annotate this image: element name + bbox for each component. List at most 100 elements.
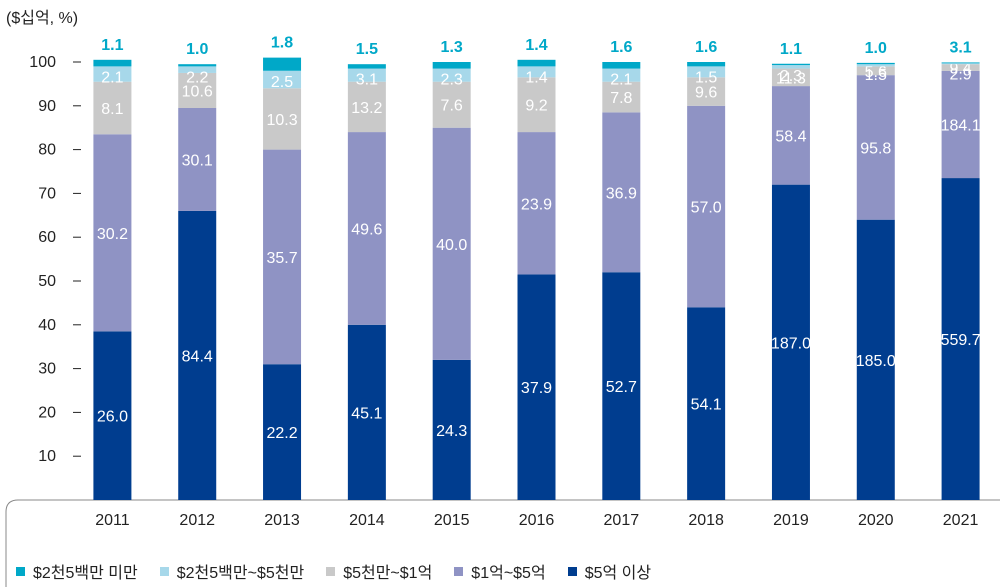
bar-segment xyxy=(178,66,217,73)
x-tick-label: 2011 xyxy=(95,512,130,529)
y-tick-label: 60 xyxy=(38,229,56,246)
unit-label: ($십억, %) xyxy=(6,10,79,27)
bar-segment xyxy=(687,307,726,500)
bar-segment xyxy=(771,63,810,66)
data-label: 84.4 xyxy=(182,348,213,365)
x-tick-label: 2020 xyxy=(858,512,894,529)
x-axis-baseline xyxy=(5,499,1000,587)
data-label: 23.9 xyxy=(521,196,552,213)
data-label: 13.2 xyxy=(351,100,382,117)
legend-label: $2천5백만~$5천만 xyxy=(176,565,305,582)
bar-segment xyxy=(347,64,386,69)
x-tick-label: 2021 xyxy=(943,512,979,529)
bar-segment xyxy=(93,81,132,135)
data-label: 54.1 xyxy=(691,397,722,414)
data-label: 40.0 xyxy=(436,237,467,254)
bar-segment xyxy=(517,66,556,78)
data-label: 1.5 xyxy=(356,41,378,58)
bar-segment xyxy=(687,62,726,67)
bar-segment xyxy=(178,210,217,501)
bar-segment xyxy=(93,66,132,82)
bar-segment xyxy=(93,134,132,332)
data-label: 1.5 xyxy=(865,67,887,84)
data-label: 24.3 xyxy=(436,423,467,440)
bar-segment xyxy=(941,178,980,500)
data-label: 10.6 xyxy=(182,83,213,100)
bar-segment xyxy=(602,81,641,113)
data-label: 35.7 xyxy=(266,250,297,267)
data-label: 7.8 xyxy=(610,90,632,107)
data-label: 37.9 xyxy=(521,380,552,397)
data-label: 3.1 xyxy=(949,39,971,56)
bar-segment xyxy=(856,62,895,65)
x-tick-label: 2012 xyxy=(179,512,215,529)
data-label: 3.1 xyxy=(356,72,378,89)
bar-segment xyxy=(771,65,810,69)
bar-segment xyxy=(432,62,471,69)
y-tick-label: 80 xyxy=(38,142,56,159)
legend-label: $2천5백만 미만 xyxy=(33,565,138,582)
legend-swatch xyxy=(16,566,25,576)
data-label: 1.4 xyxy=(525,37,547,54)
bar-segment xyxy=(687,66,726,78)
y-tick-label: 90 xyxy=(38,98,56,115)
bar-segment xyxy=(347,132,386,325)
data-label: 95.8 xyxy=(860,140,891,157)
y-tick-label: 50 xyxy=(38,273,56,290)
data-label: 559.7 xyxy=(941,332,981,349)
bar-segment xyxy=(432,359,471,500)
y-tick-label: 40 xyxy=(38,317,56,334)
data-label: 10.3 xyxy=(266,112,297,129)
bar-segment xyxy=(856,75,895,220)
x-tick-label: 2016 xyxy=(519,512,555,529)
legend-item: $1억~$5억 xyxy=(454,559,546,583)
bar-segment xyxy=(517,274,556,500)
bar-segment xyxy=(347,324,386,500)
bar-segment xyxy=(263,57,302,71)
x-tick-label: 2017 xyxy=(604,512,640,529)
y-tick-label: 70 xyxy=(38,185,56,202)
bar-segment xyxy=(432,81,471,128)
data-label: 1.1 xyxy=(101,37,123,54)
data-label: 1.8 xyxy=(271,35,293,52)
bar-segment xyxy=(856,219,895,500)
legend-item: $5천만~$1억 xyxy=(326,559,432,583)
bar-segment xyxy=(263,88,302,150)
bar-segment xyxy=(432,127,471,360)
bar-segment xyxy=(687,105,726,308)
bar-segment xyxy=(771,86,810,185)
y-tick-label: 10 xyxy=(38,448,56,465)
bar-segment xyxy=(771,68,810,87)
bar-segment xyxy=(347,81,386,133)
bar-segment xyxy=(602,62,641,69)
legend-item: $2천5백만~$5천만 xyxy=(159,559,305,583)
bar-segment xyxy=(941,62,980,64)
data-label: 7.6 xyxy=(441,98,463,115)
legend-swatch xyxy=(567,566,577,576)
x-tick-label: 2014 xyxy=(349,512,385,529)
legend-label: $5억 이상 xyxy=(584,565,652,582)
bar-segment xyxy=(602,112,641,273)
bar-segment xyxy=(941,64,980,71)
data-label: 1.0 xyxy=(865,40,887,57)
x-tick-label: 2018 xyxy=(688,512,724,529)
bar-segment xyxy=(602,68,641,82)
legend-item: $2천5백만 미만 xyxy=(16,559,138,583)
bar-segment xyxy=(856,66,895,76)
data-label: 36.9 xyxy=(606,185,637,202)
data-label: 9.4 xyxy=(949,60,971,77)
data-label: 8.1 xyxy=(101,101,123,118)
data-label: 11.3 xyxy=(776,70,806,87)
bar-segment xyxy=(263,70,302,89)
bar-segment xyxy=(432,68,471,82)
data-label: 52.7 xyxy=(606,379,637,396)
bar-segment xyxy=(347,68,386,82)
bar-segment xyxy=(517,59,556,67)
data-label: 1.6 xyxy=(610,39,632,56)
bar-segment xyxy=(178,64,217,67)
data-label: 5.6 xyxy=(865,64,887,81)
data-label: 2.2 xyxy=(186,69,208,86)
legend-swatch xyxy=(159,566,169,576)
data-label: 2.1 xyxy=(610,72,632,89)
